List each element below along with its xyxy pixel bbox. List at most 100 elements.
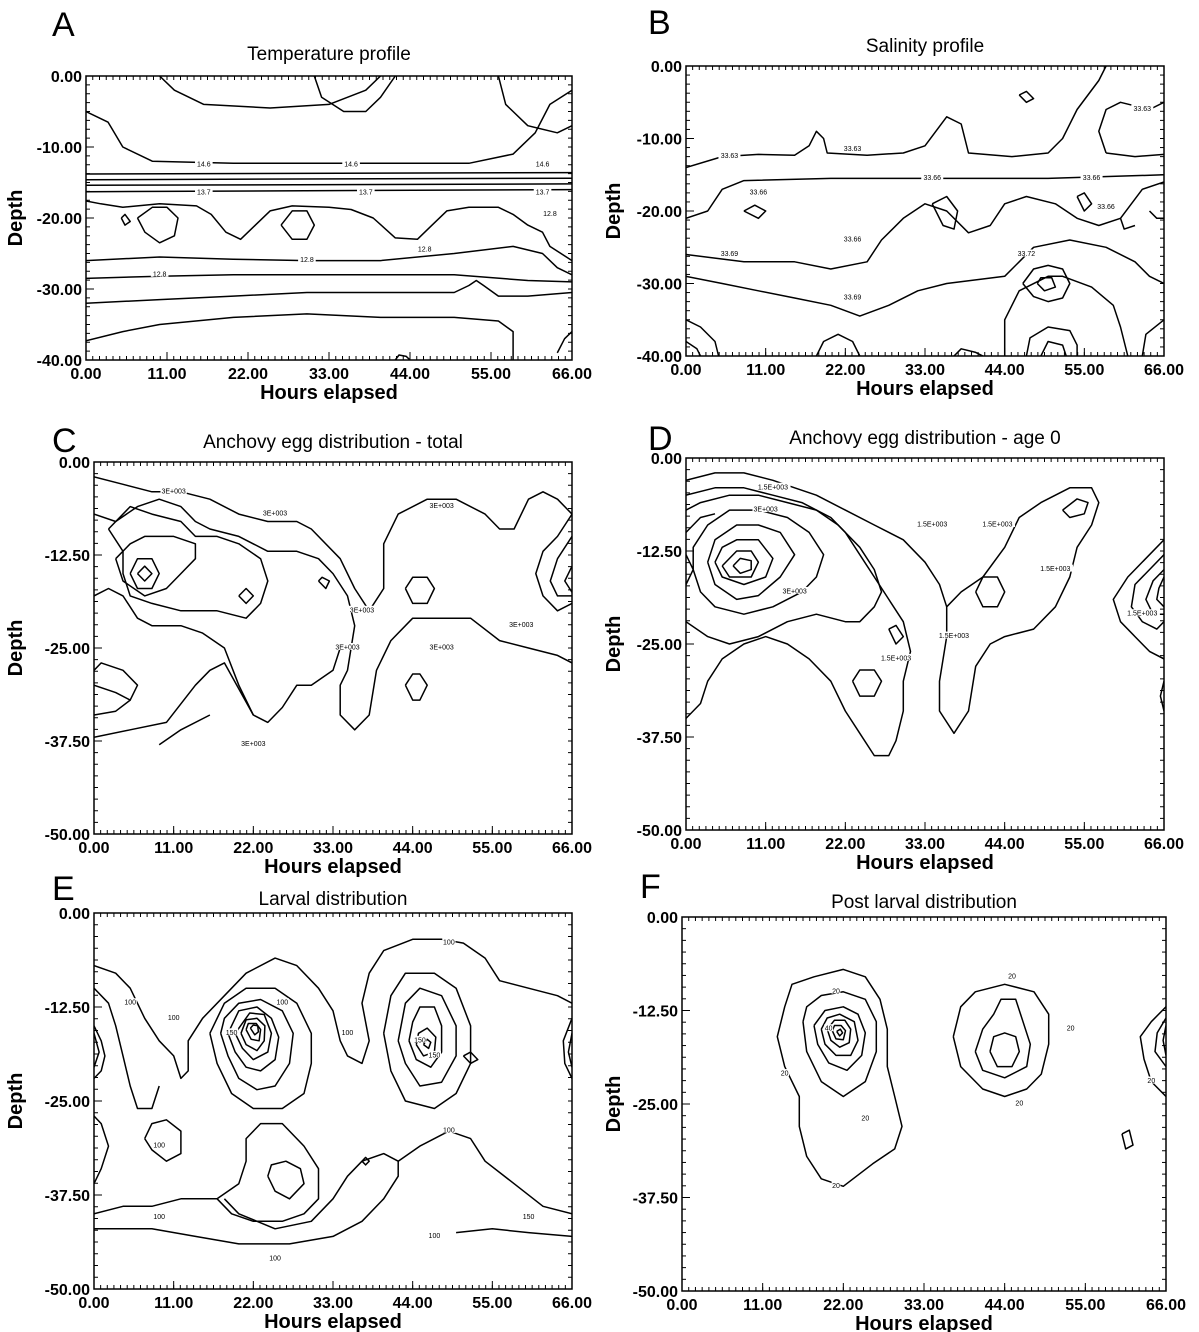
panel-a-title: Temperature profile (247, 44, 411, 65)
panel-f-x-tick-label: 22.00 (823, 1297, 863, 1314)
panel-d-contour-label-bg-6 (781, 586, 808, 594)
panel-b-contour-label-bg-8 (1095, 202, 1118, 210)
panel-b-letter: B (648, 4, 671, 42)
panel-c-contour-line-12 (94, 662, 139, 701)
panel-c-y-tick-label: -12.50 (45, 548, 90, 565)
panel-f-contour-line-3 (813, 1006, 867, 1072)
panel-c-contour-label-bg-6 (428, 643, 455, 650)
panel-b-contour-label-bg-5 (921, 173, 944, 181)
panel-a-x-tick-label: 11.00 (147, 366, 186, 383)
panel-d-y-tick-label: -12.50 (637, 544, 682, 561)
panel-b-contour-line-7 (931, 195, 959, 230)
panel-e-contour-label-1: 100 (124, 1000, 136, 1007)
panel-f-contour-label-bg-2 (780, 1069, 790, 1077)
panel-d-x-tick-label: 33.00 (905, 836, 945, 853)
panel-a-contour-line-11 (159, 76, 382, 109)
panel-b-contour-label-bg-11 (1015, 249, 1038, 257)
panel-e-contour-label-2: 100 (168, 1015, 180, 1022)
panel-b-contour-label-bg-3 (1131, 104, 1154, 112)
panel-e-contour-label-6: 100 (443, 940, 455, 947)
panel-c-y-axis-label: Depth (5, 620, 27, 677)
panel-e-y-tick-label: -25.00 (45, 1094, 90, 1111)
panel-d-contour-label-5: 1.5E+003 (1040, 566, 1070, 573)
panel-b-contour-label-4: 33.66 (750, 189, 768, 196)
panel-b-contour-label-9: 33.69 (721, 251, 739, 258)
panel-f-y-tick-label: -50.00 (633, 1284, 678, 1301)
panel-d-contour-label-bg-2 (752, 505, 779, 513)
panel-c-contour-label-bg-7 (508, 620, 535, 628)
panel-c-x-tick-label: 0.00 (78, 840, 109, 857)
panel-d-y-tick-label: 0.00 (651, 451, 682, 468)
panel-f: F Post larval distribution202020204020202… (603, 868, 1186, 1332)
panel-c-x-tick-label: 22.00 (233, 840, 273, 857)
panel-e-contour-line-5 (227, 1006, 280, 1072)
panel-a-contour-label-bg-3 (533, 159, 552, 167)
panel-c-contour-label-3: 3E+003 (429, 503, 453, 510)
panel-a-contour-line-16 (120, 213, 131, 226)
panel-a-x-tick-label: 44.00 (390, 366, 430, 383)
panel-e-contour-label-13: 100 (429, 1233, 441, 1240)
panel-d-contour-label-bg-8 (878, 653, 914, 661)
panel-f-y-tick-label: -12.50 (633, 1004, 678, 1021)
panel-b-contour-line-11 (1003, 275, 1129, 356)
panel-d-x-tick-label: 55.00 (1064, 836, 1104, 853)
panel-d-contour-label-8: 1.5E+003 (881, 655, 911, 662)
panel-e-contour-label-bg-9 (152, 1141, 166, 1149)
panel-c-contour-line-1 (94, 476, 572, 612)
panel-d-contour-label-1: 1.5E+003 (758, 484, 788, 491)
panel-e-x-tick-label: 11.00 (154, 1295, 193, 1312)
panel-d-contour-line-3 (686, 494, 883, 645)
panel-f-contour-label-bg-6 (1007, 971, 1017, 979)
panel-d-contour-line-8 (732, 557, 752, 575)
panel-a-contours: 14.6 14.6 14.6 13.7 13.7 13.7 12.8 12.8 12.8 12.8 (86, 76, 572, 360)
panel-e-contour-line-12 (408, 1006, 443, 1068)
panel-c-contour-label-4: 3E+003 (350, 607, 374, 614)
panel-c-contour-line-9 (317, 576, 331, 590)
panel-d-title: Anchovy egg distribution - age 0 (789, 428, 1060, 449)
panel-e-contour-label-bg-10 (442, 1126, 456, 1134)
panel-a-y-tick-label: -20.00 (37, 211, 82, 228)
panel-c-x-tick-label: 33.00 (313, 840, 353, 857)
panel-f-contour-label-bg-3 (860, 1113, 870, 1121)
panel-a-contour-label-bg-4 (195, 188, 213, 196)
panel-c-contour-label-bg-4 (348, 605, 376, 613)
panel-f-x-axis-label: Hours elapsed (855, 1313, 993, 1332)
panel-b-x-tick-label: 22.00 (825, 362, 865, 379)
panel-c-contour-line-14 (94, 662, 254, 739)
panel-d-contour-label-bg-7 (936, 631, 972, 639)
panel-e-contour-line-23 (216, 1122, 320, 1223)
panel-a-contour-line-8 (86, 274, 572, 283)
panel-c-contour-line-6 (129, 557, 160, 590)
panel-c-x-tick-label: 55.00 (472, 840, 512, 857)
panel-d-contour-label-9: 1.5E+003 (1127, 611, 1157, 618)
panel-a-x-tick-label: 22.00 (228, 366, 268, 383)
panel-b-contour-label-bg-4 (747, 187, 770, 195)
panel-a-x-axis-label: Hours elapsed (260, 382, 398, 404)
panel-e-contour-line-10 (382, 972, 472, 1110)
panel-f-contour-line-10 (989, 1032, 1021, 1068)
panel-b-contour-label-5: 33.66 (923, 175, 941, 182)
panel-a-x-tick-label: 55.00 (471, 366, 511, 383)
panel-b-x-tick-label: 33.00 (905, 362, 945, 379)
panel-c-contour-label-8: 3E+003 (241, 741, 265, 748)
panel-e-contour-label-12: 150 (523, 1214, 535, 1221)
panel-a-contour-label-3: 14.6 (536, 161, 550, 168)
panel-c-contour-line-13 (94, 699, 131, 716)
panel-d-contour-line-14 (1112, 539, 1164, 660)
panel-b-contour-line-10 (686, 239, 1164, 317)
panel-b-y-tick-label: 0.00 (651, 59, 682, 76)
panel-f-contour-label-6: 20 (1008, 973, 1016, 980)
panel-a-y-tick-label: -30.00 (37, 282, 82, 299)
panel-b-x-tick-label: 55.00 (1064, 362, 1104, 379)
panel-c-contour-label-bg-5 (334, 643, 361, 650)
panel-e-contour-line-6 (234, 1012, 273, 1061)
panel-f-contour-label-7: 20 (1067, 1026, 1075, 1033)
panel-d-x-tick-label: 11.00 (746, 836, 785, 853)
panel-a-letter: A (52, 6, 75, 44)
panel-b-contour-line-13 (1036, 276, 1057, 292)
panel-c-y-tick-label: -37.50 (45, 734, 90, 751)
panel-d-contour-label-3: 1.5E+003 (917, 521, 947, 528)
panel-f-contour-label-bg-7 (1066, 1024, 1076, 1032)
panel-b-contour-label-10: 33.69 (844, 295, 862, 302)
panel-e-contour-label-8: 150 (429, 1052, 441, 1059)
